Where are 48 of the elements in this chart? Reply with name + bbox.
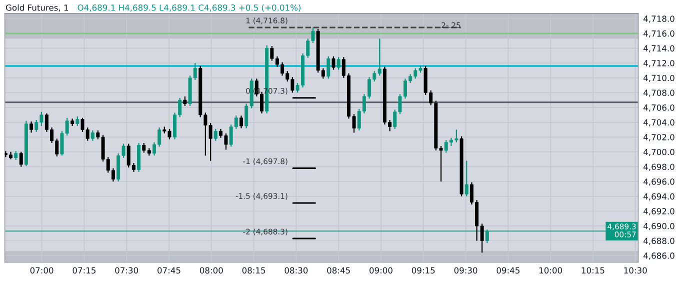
candlestick xyxy=(30,120,34,134)
y-tick-label: 4,696.0 xyxy=(644,178,674,186)
y-tick-label: 4,692.0 xyxy=(644,208,674,216)
x-tick-label: 08:00 xyxy=(200,267,223,274)
y-tick-label: 4,714.0 xyxy=(644,45,674,52)
x-tick-label: 09:15 xyxy=(412,267,435,274)
x-tick-label: 09:30 xyxy=(454,267,478,274)
candlestick xyxy=(142,142,146,154)
candlestick xyxy=(464,160,468,197)
y-tick-label: 4,690.0 xyxy=(644,222,674,230)
candlestick xyxy=(326,56,330,80)
y-tick-label: 4,694.0 xyxy=(644,193,674,200)
chart-title: Gold Futures, 1 xyxy=(6,4,68,12)
candlestick xyxy=(19,151,23,168)
x-tick-label: 08:30 xyxy=(284,267,308,274)
candlestick xyxy=(378,38,382,76)
x-tick-label: 09:45 xyxy=(496,267,520,274)
y-tick-label: 4,716.0 xyxy=(644,30,674,38)
y-tick-label: 4,706.0 xyxy=(644,104,674,112)
y-tick-label: 4,702.0 xyxy=(644,134,674,142)
y-tick-label: 4,710.0 xyxy=(644,74,674,82)
x-tick-label: 07:00 xyxy=(30,267,54,274)
x-tick-label: 09:00 xyxy=(370,267,392,274)
x-tick-label: 10:00 xyxy=(539,267,562,274)
y-tick-label: 4,704.0 xyxy=(644,119,674,126)
y-tick-label: 4,698.0 xyxy=(644,164,674,171)
x-tick-label: 10:30 xyxy=(624,267,647,274)
candlestick xyxy=(332,56,336,70)
candlestick xyxy=(183,96,187,107)
x-tick-label: 07:30 xyxy=(115,267,138,274)
x-tick-label: 08:15 xyxy=(242,267,266,274)
x-tick-label: 07:45 xyxy=(158,267,180,274)
candlestick xyxy=(485,229,489,244)
y-tick-label: 4,700.0 xyxy=(644,148,674,156)
candlestick xyxy=(90,130,94,142)
y-tick-label: 4,712.0 xyxy=(644,60,674,68)
candlestick xyxy=(240,115,243,129)
y-tick-label: 4,686.0 xyxy=(644,252,674,260)
x-tick-label: 08:45 xyxy=(327,267,350,274)
chart-subtitle: O4,689.1 H4,689.5 L4,689.1 C4,689.3 +0.5 (+0.01%) xyxy=(78,4,301,12)
y-tick-label: 4,718.0 xyxy=(644,16,674,23)
candlestick xyxy=(336,56,340,70)
y-tick-label: 4,708.0 xyxy=(644,90,674,97)
x-tick-label: 10:15 xyxy=(582,267,604,274)
candlestick xyxy=(76,116,80,127)
candlestick xyxy=(214,128,218,142)
y-tick-label: 4,688.0 xyxy=(644,238,674,245)
x-tick-label: 07:15 xyxy=(72,267,96,274)
